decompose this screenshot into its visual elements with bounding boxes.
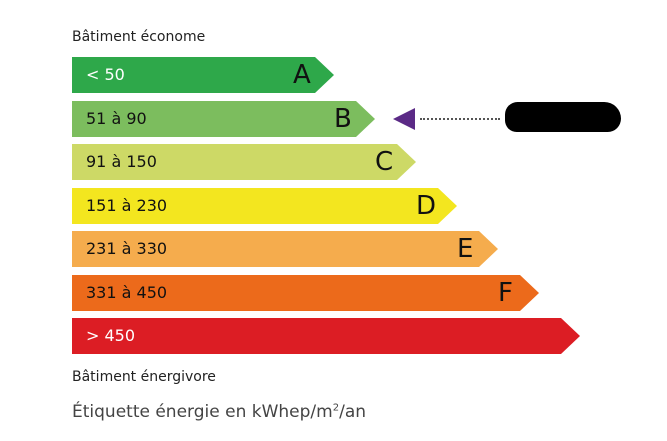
redacted-value (505, 102, 621, 132)
dotted-pointer-line (420, 118, 500, 120)
energy-class-bar-d: 151 à 230 D (72, 188, 457, 224)
class-letter: D (416, 191, 437, 221)
class-range: 51 à 90 (86, 109, 147, 128)
caption: Étiquette énergie en kWhep/m2/an (72, 402, 366, 422)
energy-class-bar-c: 91 à 150 C (72, 144, 416, 180)
energy-class-bar-f: 331 à 450 F (72, 275, 539, 311)
caption-suffix: /an (339, 402, 367, 422)
class-range: 331 à 450 (86, 283, 168, 302)
energy-class-bar-g: > 450 (72, 318, 580, 354)
top-label: Bâtiment économe (72, 29, 206, 45)
class-range: > 450 (86, 326, 136, 345)
current-class-arrow-icon (393, 108, 415, 130)
class-letter: E (457, 234, 474, 264)
class-letter: B (334, 104, 352, 134)
caption-sup: 2 (332, 402, 340, 414)
class-letter: A (293, 60, 311, 90)
class-letter: C (375, 147, 394, 177)
energy-class-bar-a: < 50 A (72, 57, 334, 93)
class-range: 91 à 150 (86, 152, 157, 171)
energy-class-bar-b: 51 à 90 B (72, 101, 375, 137)
bottom-label: Bâtiment énergivore (72, 369, 216, 385)
energy-class-bar-e: 231 à 330 E (72, 231, 498, 267)
class-letter: F (498, 278, 513, 308)
class-range: 231 à 330 (86, 239, 168, 258)
class-range: < 50 (86, 65, 125, 84)
class-range: 151 à 230 (86, 196, 168, 215)
caption-text: Étiquette énergie en kWhep/m (72, 402, 333, 422)
